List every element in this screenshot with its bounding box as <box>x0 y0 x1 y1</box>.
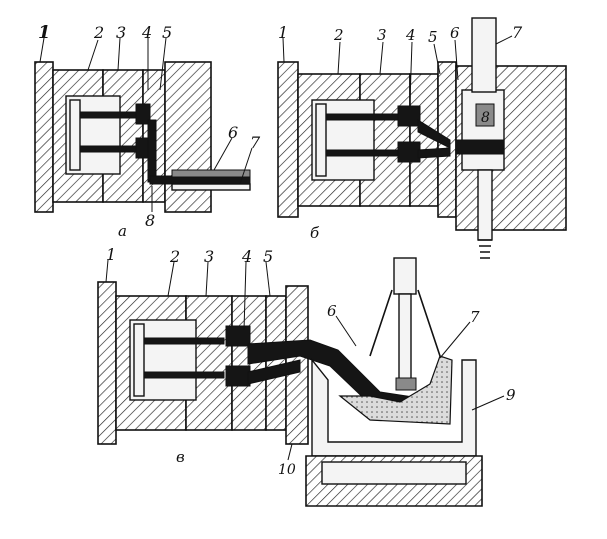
ejector-plate <box>69 99 81 171</box>
label-c-6: 6 <box>327 302 337 320</box>
ejector-rod-upper <box>79 111 141 119</box>
label-b-4: 4 <box>405 26 416 44</box>
panel-b: 1 2 3 4 5 6 7 8 б <box>277 17 567 259</box>
caption-a: а <box>118 222 127 240</box>
caption-c: в <box>176 448 185 466</box>
caption-b: б <box>310 224 320 242</box>
label-c-4: 4 <box>241 247 252 266</box>
plunger-cylinder <box>471 17 497 93</box>
label-a-7: 7 <box>250 133 261 152</box>
label-c-3: 3 <box>204 247 214 266</box>
plunger-head <box>395 377 417 391</box>
ejector-rod-lower <box>143 371 225 379</box>
runner-lower <box>247 359 301 385</box>
label-c-7: 7 <box>470 308 480 326</box>
label-c-9: 9 <box>506 386 516 404</box>
label-c-5: 5 <box>263 247 273 266</box>
label-a-4: 4 <box>141 23 152 42</box>
part-lower <box>225 365 251 387</box>
label-a-2: 2 <box>93 23 104 42</box>
label-c-2: 2 <box>169 247 180 266</box>
ejector-plate <box>315 103 327 177</box>
label-b-2: 2 <box>333 26 344 44</box>
label-b-8: 8 <box>481 110 490 126</box>
piston-rod <box>477 169 493 241</box>
label-b-6: 6 <box>450 24 460 42</box>
rod-end <box>478 239 492 259</box>
ejector-plate <box>133 323 145 397</box>
plate-1 <box>277 61 299 218</box>
ejector-rod-lower <box>79 145 141 153</box>
panel-c: 1 2 3 4 5 6 7 9 10 в <box>97 245 516 507</box>
label-b-3: 3 <box>377 26 387 44</box>
label-a-5: 5 <box>162 23 172 42</box>
label-c-1: 1 <box>106 245 116 264</box>
label-b-1: 1 <box>278 23 288 42</box>
label-a-6: 6 <box>228 123 238 142</box>
plunger <box>475 103 495 127</box>
label-a-1: 1 <box>38 22 51 43</box>
runner <box>147 119 157 183</box>
label-b-7: 7 <box>512 23 523 42</box>
part-lower <box>397 141 421 163</box>
nozzle-6 <box>171 169 251 178</box>
plate-1 <box>97 281 117 445</box>
panel-a: 1 2 3 4 5 6 7 8 а <box>34 22 261 240</box>
nozzle-7 <box>171 183 251 191</box>
shot-chamber <box>461 89 505 171</box>
label-c-10: 10 <box>278 462 296 478</box>
ejector-rod-lower <box>325 149 403 157</box>
label-b-5: 5 <box>428 28 438 46</box>
plunger-cylinder <box>393 257 417 295</box>
label-a-8: 8 <box>145 211 155 230</box>
melt <box>455 139 505 155</box>
base-inner <box>321 461 467 485</box>
plunger-rod <box>398 293 412 387</box>
ejector-rod-upper <box>143 337 225 345</box>
label-a-3: 3 <box>116 23 126 42</box>
part-upper <box>397 105 421 127</box>
plate-1 <box>34 61 54 213</box>
part-upper <box>225 325 251 347</box>
runner-lower <box>417 147 451 159</box>
plate-5 <box>265 295 287 431</box>
ejector-rod-upper <box>325 113 403 121</box>
